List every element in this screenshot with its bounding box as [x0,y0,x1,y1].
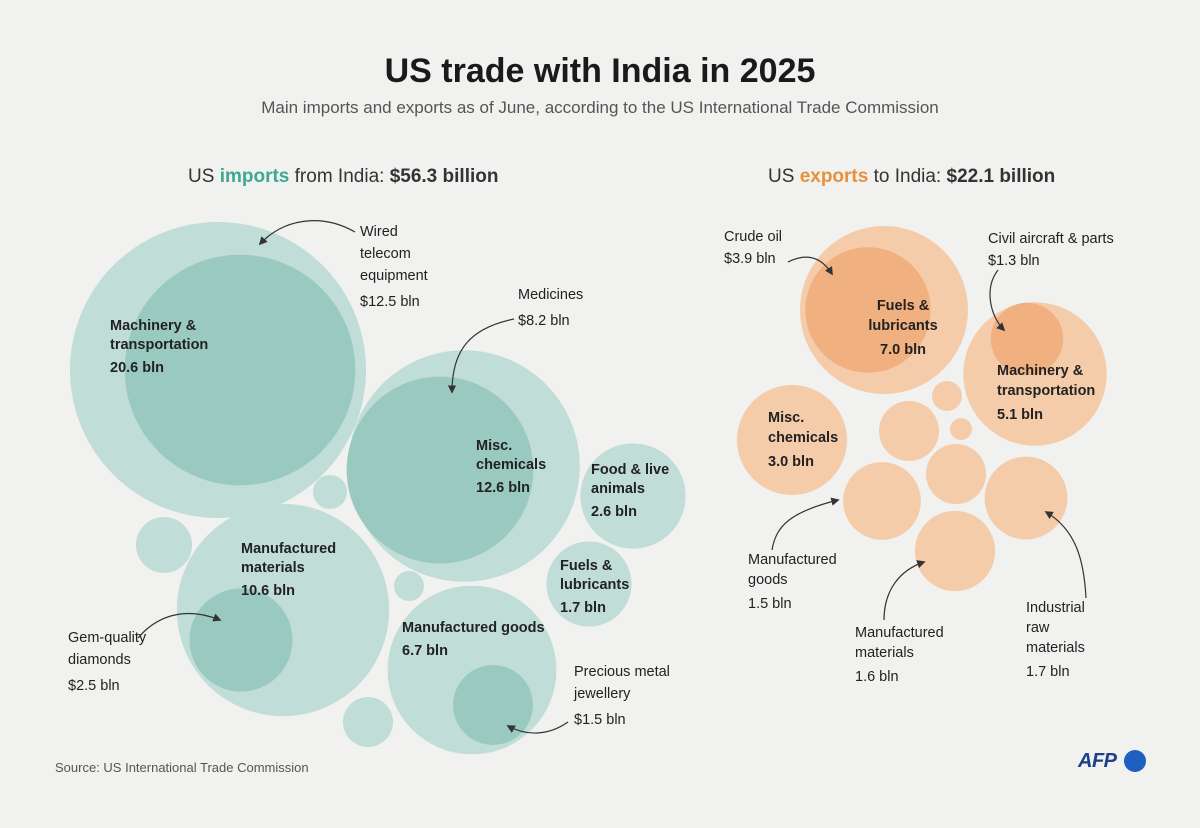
import-arrow-wired-telecom-equipment [258,220,356,246]
source-note: Source: US International Trade Commissio… [55,760,309,775]
imports-title-pre: US [188,166,220,187]
import-label-misc-chemicals: Misc. chemicals 12.6 bln [476,438,546,496]
export-bubble-unlabeled-3 [950,418,972,440]
export-bubble-misc-chemicals [737,385,847,495]
imports-panel-title: US imports from India: $56.3 billion [188,166,498,188]
import-bubble-unlabeled-3 [394,571,424,601]
import-sub-label-gem-quality-diamonds: Gem-quality diamonds $2.5 bln [68,630,147,694]
import-sub-label-wired-telecom-equipment: Wired telecom equipment $12.5 bln [360,224,428,310]
export-label-industrial-raw-materials: Industrial raw materials 1.7 bln [1026,600,1085,680]
import-label-manufactured-goods: Manufactured goods 6.7 bln [402,620,545,659]
import-sub-label-precious-metal-jewellery: Precious metal jewellery $1.5 bln [573,664,670,728]
import-sub-bubble-wired-telecom-equipment [124,254,356,486]
export-arrow-machinery-transportation [989,269,1006,332]
export-bubble-industrial-raw-materials [984,456,1068,540]
export-bubble-manufactured-materials [914,510,996,592]
export-arrow-industrial-raw-materials [1044,511,1087,599]
exports-title-mid: to India: [868,166,947,187]
import-bubble-food-live-animals [580,443,686,549]
imports-title-total: $56.3 billion [389,166,499,187]
export-sub-bubble-civil-aircraft-parts [990,302,1064,376]
exports-title-pre: US [768,166,800,187]
export-label-misc-chemicals: Misc. chemicals 3.0 bln [768,410,838,470]
import-label-fuels-lubricants: Fuels & lubricants 1.7 bln [560,558,629,616]
afp-logo-text: AFP [1078,750,1117,772]
exports-title-total: $22.1 billion [946,166,1056,187]
export-arrow-fuels-lubricants [787,256,833,276]
import-sub-bubble-medicines [346,376,534,564]
imports-title-highlight: imports [219,166,290,187]
export-sub-label-crude-oil: Crude oil $3.9 bln [724,229,782,267]
afp-logo-dot [1124,750,1146,772]
import-sub-bubble-precious-metal-jewellery [453,665,533,745]
import-bubble-unlabeled-1 [136,517,192,573]
export-label-machinery-transportation: Machinery & transportation 5.1 bln [997,363,1095,423]
exports-title-highlight: exports [799,166,869,187]
import-sub-bubble-gem-quality-diamonds [189,588,293,692]
export-label-manufactured-materials: Manufactured materials 1.6 bln [855,625,944,685]
import-label-food-live-animals: Food & live animals 2.6 bln [591,462,669,520]
chart-title: US trade with India in 2025 [384,52,816,90]
import-bubble-unlabeled-2 [313,475,347,509]
export-bubble-unlabeled-4 [926,444,986,504]
exports-panel-title: US exports to India: $22.1 billion [768,166,1055,188]
export-sub-bubble-crude-oil [805,247,931,373]
export-sub-label-civil-aircraft-parts: Civil aircraft & parts $1.3 bln [988,231,1114,269]
import-sub-label-medicines: Medicines $8.2 bln [518,287,583,329]
export-bubble-manufactured-goods [843,462,921,540]
import-label-manufactured-materials: Manufactured materials 10.6 bln [241,541,336,599]
export-label-manufactured-goods: Manufactured goods 1.5 bln [748,552,837,612]
afp-logo: AFP [1078,750,1148,774]
export-label-fuels-lubricants: Fuels & lubricants 7.0 bln [868,298,937,358]
chart-subtitle: Main imports and exports as of June, acc… [261,98,939,117]
import-arrow-gem-quality-diamonds [137,613,222,639]
export-bubble-unlabeled-2 [932,381,962,411]
export-arrow-manufactured-materials [883,560,926,621]
import-bubble-fuels-lubricants [546,541,632,627]
import-arrow-medicines [447,318,515,394]
export-bubble-unlabeled-1 [879,401,939,461]
import-bubble-unlabeled-4 [343,697,393,747]
import-label-machinery-transportation: Machinery & transportation 20.6 bln [110,318,208,376]
imports-title-mid: from India: [289,166,390,187]
export-arrow-manufactured-goods [771,497,840,551]
import-arrow-precious-metal-jewellery [506,721,569,734]
